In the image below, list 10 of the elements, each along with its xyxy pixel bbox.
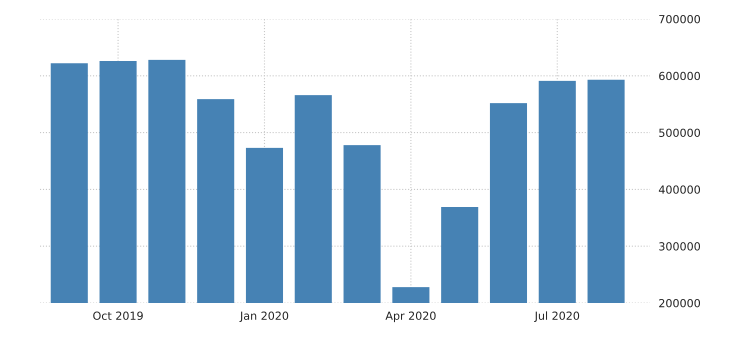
- x-tick-label: Jul 2020: [534, 311, 580, 322]
- y-tick-label: 500000: [659, 128, 700, 137]
- x-tick-label: Apr 2020: [385, 312, 436, 322]
- y-tick-label: 700000: [659, 14, 700, 24]
- y-tick-label: 400000: [658, 185, 700, 194]
- x-tick-label: Oct 2019: [93, 312, 143, 320]
- x-tick-label: Jan 2020: [239, 312, 288, 322]
- y-tick-label: 300000: [659, 242, 700, 251]
- y-tick-label: 200000: [659, 298, 700, 308]
- y-tick-label: 600000: [659, 72, 700, 80]
